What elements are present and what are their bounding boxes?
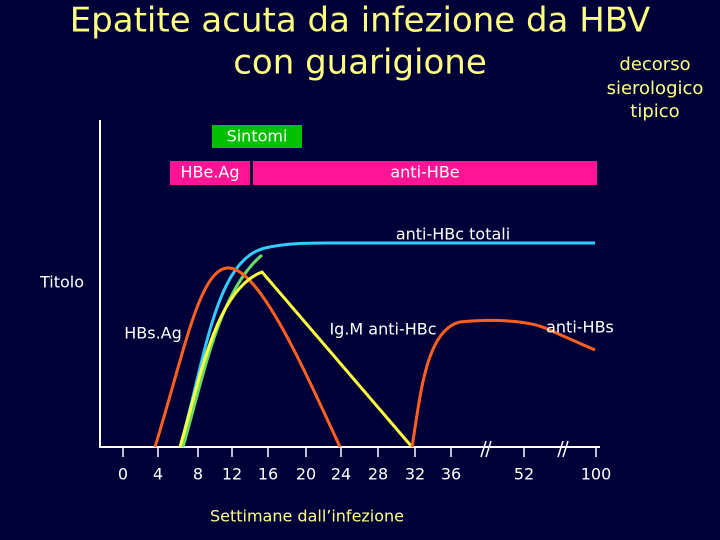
- curve-label: anti-HBc totali: [396, 225, 510, 244]
- x-tick-label: 24: [331, 465, 351, 484]
- curve-label: HBs.Ag: [124, 324, 182, 343]
- hbeag-band: [170, 161, 250, 185]
- x-tick-label: 12: [222, 465, 242, 484]
- anti-hbe-band: [253, 161, 597, 185]
- x-tick-label: 32: [405, 465, 425, 484]
- x-tick-label: 4: [153, 465, 163, 484]
- curve-label: anti-HBs: [546, 318, 614, 337]
- title-line: con guarigione: [233, 43, 487, 83]
- x-tick-label: 20: [296, 465, 316, 484]
- x-tick-label: 0: [118, 465, 128, 484]
- x-tick-label: 100: [581, 465, 612, 484]
- x-axis-title: Settimane dall’infezione: [210, 507, 404, 526]
- anti-hbc-green-curve: [181, 253, 263, 448]
- symptoms-band: [212, 125, 302, 148]
- x-tick-label: 28: [368, 465, 388, 484]
- band-label: HBe.Ag: [180, 163, 239, 182]
- y-axis-title: Titolo: [39, 273, 84, 292]
- x-tick-label: 52: [514, 465, 534, 484]
- axis-break: [480, 440, 569, 458]
- note-line: tipico: [630, 101, 679, 122]
- title-line: Epatite acuta da infezione da HBV: [70, 1, 651, 41]
- hbsag-curve: [153, 266, 342, 448]
- x-tick-label: 36: [441, 465, 461, 484]
- band-label: Sintomi: [227, 127, 288, 146]
- x-tick-label: 8: [193, 465, 203, 484]
- x-tick-label: 16: [258, 465, 278, 484]
- igm-curve: [178, 270, 414, 448]
- band-label: anti-HBe: [390, 163, 459, 182]
- anti-hbs-curve: [410, 318, 596, 448]
- curve-label: Ig.M anti-HBc: [329, 320, 436, 339]
- note-line: sierologico: [607, 78, 704, 99]
- note-line: decorso: [619, 54, 690, 75]
